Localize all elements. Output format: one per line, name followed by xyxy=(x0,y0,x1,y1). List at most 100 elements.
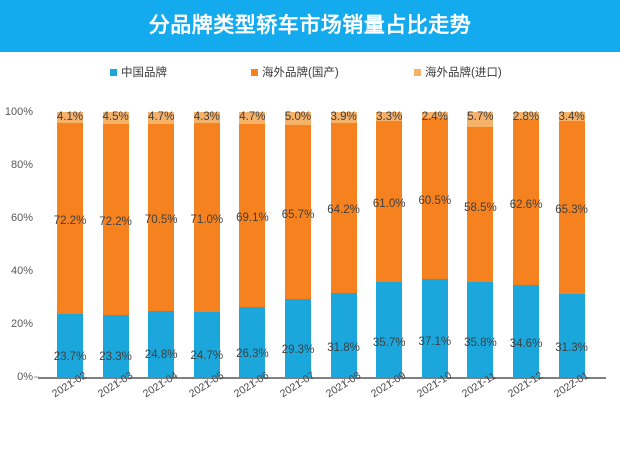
data-label-overseas-local: 70.5% xyxy=(144,214,178,227)
legend-swatch-icon xyxy=(414,68,421,76)
data-label-overseas-import: 3.3% xyxy=(376,111,403,123)
y-axis-tick-label: 20% xyxy=(10,318,33,330)
bar-segment-overseas-local[interactable] xyxy=(467,127,494,283)
bar-segment-overseas-local[interactable] xyxy=(57,122,83,315)
data-label-overseas-import: 4.3% xyxy=(193,111,220,123)
bar-segment-domestic-brand[interactable] xyxy=(421,278,448,377)
data-label-overseas-import: 5.7% xyxy=(467,111,494,123)
x-axis-tick-mark xyxy=(161,379,163,385)
bar-segment-overseas-local[interactable] xyxy=(330,122,357,293)
legend-item-1[interactable]: 海外品牌(国产) xyxy=(251,62,339,82)
bar-segment-domestic-brand[interactable] xyxy=(57,314,83,377)
bar-stack[interactable] xyxy=(376,112,403,377)
bar-segment-overseas-import[interactable] xyxy=(467,112,494,128)
bar-segment-domestic-brand[interactable] xyxy=(285,299,311,377)
x-axis-tick-mark xyxy=(343,379,345,385)
data-label-domestic-brand: 29.3% xyxy=(281,344,315,357)
data-label-domestic-brand: 35.7% xyxy=(372,337,406,350)
bar-segment-overseas-local[interactable] xyxy=(239,124,266,308)
bar-segment-domestic-brand[interactable] xyxy=(558,294,585,377)
legend-label: 海外品牌(国产) xyxy=(262,67,339,79)
x-axis-tick-mark xyxy=(298,379,299,385)
bar-segment-overseas-import[interactable] xyxy=(330,112,357,123)
x-axis-tick-mark xyxy=(70,379,71,385)
bar-segment-overseas-import[interactable] xyxy=(57,112,83,123)
data-label-domestic-brand: 26.3% xyxy=(236,347,269,360)
bar-segment-overseas-local[interactable] xyxy=(421,118,448,279)
bar-stack[interactable] xyxy=(513,112,539,377)
data-label-domestic-brand: 23.7% xyxy=(53,350,87,363)
bar-stack[interactable] xyxy=(148,112,175,377)
bar-stack[interactable] xyxy=(558,112,585,377)
legend-label: 中国品牌 xyxy=(121,67,167,79)
x-axis-tick-mark xyxy=(434,379,436,385)
y-axis-tick-label: 40% xyxy=(10,265,33,277)
bar-segment-overseas-import[interactable] xyxy=(193,112,220,124)
x-axis-tick-mark xyxy=(389,379,391,385)
data-label-domestic-brand: 37.1% xyxy=(418,335,452,348)
bar-segment-overseas-import[interactable] xyxy=(376,112,403,121)
bar-stack[interactable] xyxy=(57,112,83,377)
bar-segment-overseas-import[interactable] xyxy=(558,112,585,121)
data-label-overseas-import: 3.9% xyxy=(330,111,357,124)
bar-segment-overseas-local[interactable] xyxy=(285,125,311,300)
page-title: 分品牌类型轿车市场销量占比走势 xyxy=(148,14,472,37)
bar-segment-overseas-local[interactable] xyxy=(558,121,585,295)
x-axis-tick-mark xyxy=(206,379,208,385)
data-label-overseas-import: 5.0% xyxy=(284,111,312,123)
x-axis-line xyxy=(38,377,606,379)
y-axis-tick-label: 100% xyxy=(4,106,33,118)
bar-segment-overseas-import[interactable] xyxy=(102,112,129,124)
bar-segment-domestic-brand[interactable] xyxy=(148,311,175,377)
bar-segment-overseas-import[interactable] xyxy=(513,112,539,120)
bar-segment-domestic-brand[interactable] xyxy=(193,311,220,377)
x-axis-tick-mark xyxy=(480,379,482,385)
bar-segment-overseas-local[interactable] xyxy=(513,119,539,286)
data-label-overseas-local: 61.0% xyxy=(372,198,406,211)
bar-segment-overseas-local[interactable] xyxy=(148,124,175,312)
bar-segment-domestic-brand[interactable] xyxy=(239,307,266,377)
data-label-overseas-local: 65.7% xyxy=(281,208,315,221)
x-axis-tick-mark xyxy=(526,379,527,385)
bar-segment-overseas-import[interactable] xyxy=(239,111,266,125)
data-label-overseas-import: 2.4% xyxy=(421,111,448,123)
bar-segment-overseas-import[interactable] xyxy=(421,112,448,119)
bar-stack[interactable] xyxy=(239,111,266,377)
bar-stack[interactable] xyxy=(421,112,448,377)
bar-stack[interactable] xyxy=(330,112,357,377)
data-label-domestic-brand: 34.6% xyxy=(509,338,543,351)
bar-segment-overseas-import[interactable] xyxy=(148,112,175,125)
data-label-overseas-import: 4.5% xyxy=(102,111,129,123)
bar-stack[interactable] xyxy=(285,112,311,377)
legend-item-0[interactable]: 中国品牌 xyxy=(110,62,167,82)
y-axis-tick-label: 0% xyxy=(17,371,33,383)
bar-segment-domestic-brand[interactable] xyxy=(467,282,494,377)
header-bar: 分品牌类型轿车市场销量占比走势 xyxy=(0,0,620,52)
data-label-overseas-import: 3.4% xyxy=(558,111,585,123)
bar-segment-overseas-import[interactable] xyxy=(285,112,311,126)
legend-label: 海外品牌(进口) xyxy=(425,67,502,79)
legend-item-2[interactable]: 海外品牌(进口) xyxy=(414,62,502,82)
x-axis-tick-mark xyxy=(252,379,254,385)
bar-segment-overseas-local[interactable] xyxy=(102,123,129,316)
bar-stack[interactable] xyxy=(193,112,220,377)
bar-segment-domestic-brand[interactable] xyxy=(102,315,129,377)
bar-segment-domestic-brand[interactable] xyxy=(376,282,403,377)
bar-segment-overseas-local[interactable] xyxy=(193,123,220,312)
bar-stack[interactable] xyxy=(467,112,494,377)
data-label-overseas-import: 2.8% xyxy=(512,111,540,123)
y-axis-tick-label: 80% xyxy=(10,159,33,171)
data-label-overseas-local: 60.5% xyxy=(418,195,452,208)
bar-stack[interactable] xyxy=(102,112,129,377)
data-label-domestic-brand: 31.8% xyxy=(327,341,360,354)
data-label-domestic-brand: 23.3% xyxy=(99,351,132,364)
data-label-domestic-brand: 24.7% xyxy=(190,349,224,362)
y-axis-tick-label: 60% xyxy=(10,212,33,224)
bar-segment-overseas-local[interactable] xyxy=(376,120,403,283)
bar-segment-domestic-brand[interactable] xyxy=(513,285,539,377)
bar-segment-domestic-brand[interactable] xyxy=(330,292,357,377)
data-label-overseas-local: 62.6% xyxy=(509,199,543,212)
data-label-overseas-local: 69.1% xyxy=(236,212,269,225)
